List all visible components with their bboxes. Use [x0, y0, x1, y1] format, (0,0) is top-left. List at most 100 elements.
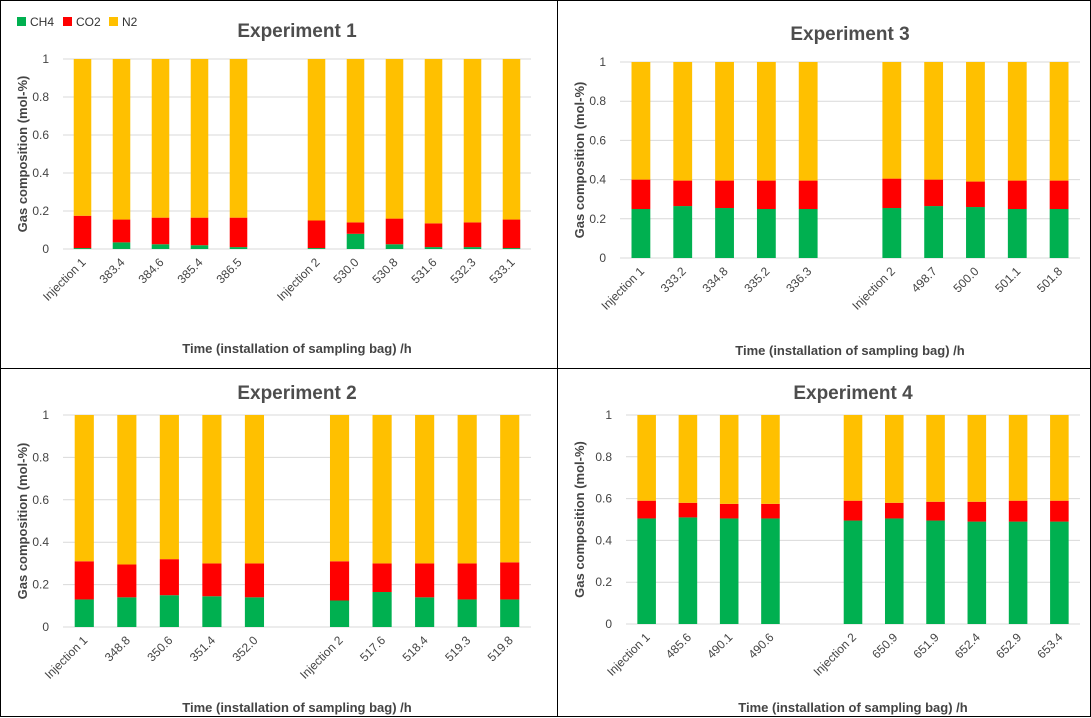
- y-tick-label: 1: [42, 52, 49, 66]
- x-tick-label: 498.7: [909, 264, 940, 295]
- bar-co2-485-6: [678, 502, 698, 518]
- bar-n2-386-5: [229, 59, 248, 218]
- bar-ch4-531-6: [424, 247, 443, 249]
- x-tick-label: 517.6: [357, 633, 388, 664]
- x-tick-label: 490.6: [745, 630, 776, 661]
- bar-n2-injection-1: [631, 62, 651, 180]
- x-tick-label: 532.3: [447, 255, 478, 286]
- bar-co2-336-3: [798, 180, 818, 209]
- y-tick-label: 0.6: [589, 133, 606, 147]
- bar-n2-383-4: [112, 59, 131, 220]
- y-tick-label: 0.4: [589, 173, 606, 187]
- legend-label-co2: CO2: [76, 15, 101, 29]
- bar-n2-333-2: [673, 62, 693, 181]
- bar-n2-501-1: [1007, 62, 1027, 181]
- bar-ch4-injection-1: [637, 518, 656, 624]
- bar-n2-334-8: [715, 62, 734, 181]
- bar-n2-384-6: [151, 59, 170, 218]
- x-tick-label: 334.8: [700, 264, 731, 295]
- bar-co2-519-3: [457, 563, 477, 600]
- bar-co2-517-6: [372, 563, 392, 593]
- bar-n2-518-4: [415, 415, 435, 564]
- bar-co2-501-1: [1007, 180, 1027, 209]
- y-tick-label: 0: [42, 242, 49, 256]
- x-tick-label: Injection 2: [297, 633, 346, 682]
- bar-ch4-334-8: [715, 208, 734, 258]
- bar-n2-490-1: [719, 415, 739, 504]
- x-tick-label: Injection 2: [274, 255, 323, 304]
- bar-ch4-injection-1: [73, 248, 92, 249]
- bar-co2-injection-2: [307, 220, 326, 249]
- bar-ch4-500-0: [966, 207, 985, 258]
- bar-ch4-490-6: [761, 518, 780, 624]
- x-tick-label: 653.4: [1034, 630, 1065, 661]
- x-axis-label: Time (installation of sampling bag) /h: [738, 700, 968, 715]
- x-tick-label: 518.4: [400, 633, 431, 664]
- x-tick-label: 351.4: [187, 633, 218, 664]
- legend-label-n2: N2: [122, 15, 138, 29]
- bar-n2-533-1: [502, 59, 521, 220]
- chart-title: Experiment 4: [793, 383, 913, 404]
- y-tick-label: 0: [42, 620, 49, 634]
- x-tick-label: Injection 1: [42, 633, 91, 682]
- bar-ch4-385-4: [190, 245, 209, 249]
- bar-ch4-384-6: [151, 244, 170, 249]
- x-tick-label: 336.3: [783, 264, 814, 295]
- legend-swatch-n2: [109, 17, 118, 26]
- bar-n2-653-4: [1050, 415, 1069, 501]
- x-tick-label: 335.2: [741, 264, 772, 295]
- bar-ch4-501-1: [1007, 209, 1027, 258]
- bar-co2-348-8: [117, 564, 137, 598]
- bar-n2-519-8: [500, 415, 520, 563]
- bar-co2-384-6: [151, 217, 170, 245]
- legend-swatch-ch4: [17, 17, 26, 26]
- bar-n2-498-7: [924, 62, 944, 180]
- bar-co2-injection-1: [73, 215, 92, 249]
- bar-ch4-351-4: [202, 596, 222, 627]
- y-tick-label: 0.2: [589, 212, 606, 226]
- x-tick-label: 350.6: [144, 633, 175, 664]
- y-tick-label: 0.4: [32, 166, 49, 180]
- bar-co2-498-7: [924, 179, 944, 207]
- bar-ch4-518-4: [415, 597, 435, 627]
- bar-n2-351-4: [202, 415, 222, 564]
- chart-panel-experiment-1: Experiment 1 0 0.2 0.4 0.6 0.8 1 Gas compositio…: [0, 0, 558, 369]
- bar-co2-530-8: [385, 218, 404, 245]
- y-tick-label: 0.2: [595, 575, 612, 589]
- x-tick-label: 385.4: [174, 255, 205, 286]
- bar-n2-injection-1: [74, 415, 94, 562]
- bar-ch4-490-1: [719, 518, 739, 624]
- bar-ch4-533-1: [502, 248, 521, 249]
- y-tick-label: 0.4: [595, 533, 612, 547]
- bar-ch4-530-8: [385, 244, 404, 249]
- x-tick-label: 386.5: [213, 255, 244, 286]
- y-tick-label: 0: [605, 617, 612, 631]
- bar-n2-651-9: [926, 415, 945, 502]
- y-tick-label: 0.8: [32, 90, 49, 104]
- y-tick-label: 0.6: [32, 493, 49, 507]
- bar-ch4-383-4: [112, 242, 131, 249]
- bar-ch4-653-4: [1050, 521, 1069, 624]
- bar-ch4-333-2: [673, 206, 693, 258]
- bar-ch4-injection-2: [882, 208, 902, 258]
- chart-panel-experiment-4: Experiment 4 0 0.2 0.4 0.6 0.8 1 Gas compositio…: [557, 368, 1091, 717]
- x-tick-label: 530.0: [330, 255, 361, 286]
- y-tick-label: 0.2: [32, 204, 49, 218]
- bar-n2-335-2: [756, 62, 776, 181]
- bar-co2-530-0: [346, 222, 365, 234]
- bar-n2-352-0: [244, 415, 265, 564]
- x-tick-label: 531.6: [408, 255, 439, 286]
- y-tick-label: 0.2: [32, 578, 49, 592]
- x-tick-label: Injection 2: [849, 264, 898, 313]
- x-tick-label: 519.8: [485, 633, 516, 664]
- y-tick-label: 0.8: [32, 450, 49, 464]
- y-tick-label: 0.8: [589, 94, 606, 108]
- y-axis-label: Gas composition (mol-%): [572, 441, 587, 598]
- bar-co2-350-6: [159, 559, 179, 596]
- bar-co2-383-4: [112, 219, 131, 243]
- chart-experiment-2: Experiment 2 0 0.2 0.4 0.6 0.8 1 Gas compositio…: [15, 383, 531, 715]
- bar-ch4-501-8: [1049, 209, 1069, 258]
- x-tick-label: 383.4: [96, 255, 127, 286]
- bar-co2-651-9: [926, 501, 945, 521]
- bar-n2-652-4: [967, 415, 987, 502]
